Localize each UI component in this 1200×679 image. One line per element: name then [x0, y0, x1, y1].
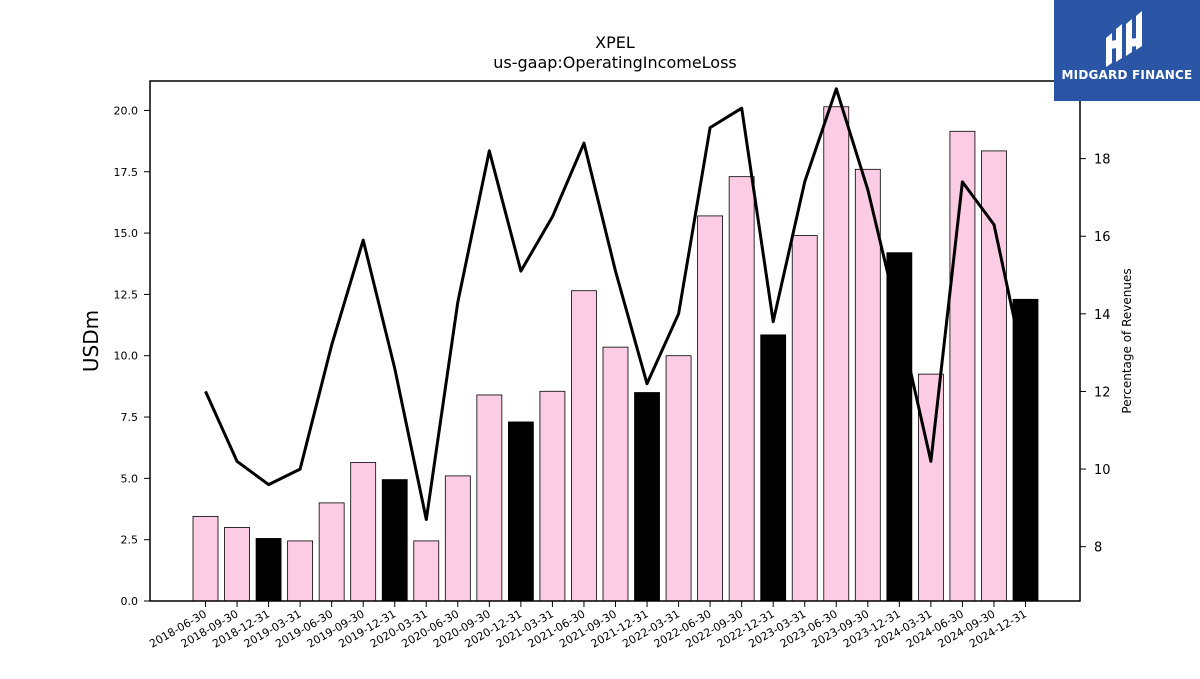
- bar-2020-09-30: [477, 395, 502, 601]
- y2-ticks: 8 10 12 14 16 18: [1080, 153, 1111, 556]
- chart-title: XPEL: [595, 33, 635, 52]
- y-tick-label: 15.0: [114, 227, 139, 240]
- y-tick-label: 5.0: [121, 472, 139, 485]
- y-tick-label: 20.0: [114, 104, 139, 117]
- y2-tick-label: 18: [1094, 153, 1111, 168]
- bar-2018-06-30: [193, 516, 218, 601]
- y-axis-label: USDm: [79, 310, 103, 372]
- bar-2024-06-30: [950, 131, 975, 601]
- bars-group: [193, 107, 1038, 601]
- bar-2019-09-30: [351, 462, 376, 601]
- y2-tick-label: 10: [1094, 463, 1111, 478]
- bar-2024-12-31: [1013, 299, 1038, 601]
- bar-2021-09-30: [603, 347, 628, 601]
- bar-2021-03-31: [540, 391, 565, 601]
- y-tick-label: 17.5: [114, 166, 139, 179]
- bar-2022-09-30: [729, 177, 754, 601]
- x-ticks: 2018-06-302018-09-302018-12-312019-03-31…: [147, 601, 1029, 651]
- bar-2018-09-30: [225, 527, 250, 601]
- y2-tick-label: 8: [1094, 541, 1102, 556]
- logo-mark-icon: [1054, 0, 1200, 101]
- bar-2024-03-31: [918, 374, 943, 601]
- midgard-finance-logo: MIDGARD FINANCE: [1054, 0, 1200, 101]
- bar-2021-12-31: [635, 393, 660, 601]
- bar-2019-12-31: [382, 480, 407, 601]
- bar-2023-06-30: [824, 107, 849, 601]
- bar-2022-06-30: [698, 216, 723, 601]
- bar-2022-03-31: [666, 356, 691, 601]
- bar-2020-12-31: [508, 422, 533, 601]
- y2-axis-label: Percentage of Revenues: [1120, 268, 1134, 413]
- bar-2020-03-31: [414, 541, 439, 601]
- y-tick-label: 12.5: [114, 288, 139, 301]
- y-tick-label: 7.5: [121, 411, 139, 424]
- bar-2023-03-31: [792, 236, 817, 601]
- bar-2024-09-30: [981, 151, 1006, 601]
- y2-tick-label: 12: [1094, 385, 1111, 400]
- bar-2022-12-31: [761, 335, 786, 601]
- y2-tick-label: 16: [1094, 230, 1111, 245]
- bar-2021-06-30: [571, 291, 596, 601]
- y-tick-label: 0.0: [121, 595, 139, 608]
- bar-2018-12-31: [256, 538, 281, 601]
- y2-tick-label: 14: [1094, 308, 1111, 323]
- bar-2023-09-30: [855, 169, 880, 601]
- bar-2019-03-31: [288, 541, 313, 601]
- y-tick-label: 10.0: [114, 350, 139, 363]
- bar-2019-06-30: [319, 503, 344, 601]
- y-ticks: 0.0 2.5 5.0 7.5 10.0 12.5 15.0 17.5 20.0: [114, 104, 151, 608]
- chart-subtitle: us-gaap:OperatingIncomeLoss: [493, 53, 737, 72]
- bar-2023-12-31: [887, 253, 912, 601]
- y-tick-label: 2.5: [121, 534, 139, 547]
- bar-2020-06-30: [445, 476, 470, 601]
- logo-text: MIDGARD FINANCE: [1054, 68, 1200, 82]
